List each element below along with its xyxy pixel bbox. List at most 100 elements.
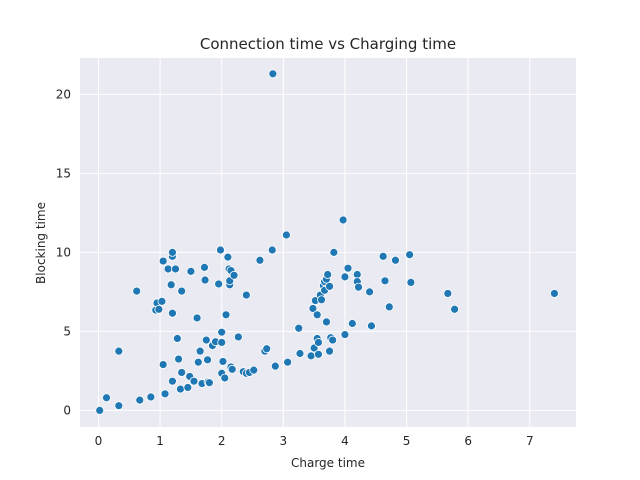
data-point — [306, 351, 316, 361]
data-point — [114, 401, 124, 411]
data-point — [282, 230, 291, 240]
x-tick-label: 0 — [95, 434, 103, 448]
data-point — [308, 304, 318, 313]
data-point — [203, 355, 212, 365]
x-tick-label: 1 — [156, 434, 164, 448]
data-point — [365, 287, 374, 297]
data-point — [154, 304, 164, 314]
data-point — [340, 272, 350, 282]
data-point — [201, 335, 211, 345]
data-point — [328, 335, 338, 345]
data-point — [183, 383, 193, 392]
x-tick-label: 2 — [218, 434, 226, 448]
data-point — [249, 365, 259, 375]
data-point — [325, 281, 334, 291]
data-point — [168, 308, 177, 318]
data-point — [262, 344, 272, 354]
data-point — [354, 282, 363, 292]
data-point — [391, 255, 400, 265]
data-point — [146, 392, 156, 402]
x-tick-label: 5 — [403, 434, 411, 448]
data-point — [283, 357, 293, 367]
x-axis-label: Charge time — [291, 456, 365, 470]
data-point — [216, 245, 225, 255]
data-point — [223, 252, 233, 262]
data-point — [338, 215, 348, 225]
data-point — [323, 270, 333, 279]
data-point — [295, 349, 305, 358]
y-tick-labels: 0 5 10 15 20 — [56, 87, 71, 417]
data-point — [255, 255, 265, 265]
data-point — [157, 296, 167, 306]
data-point — [135, 395, 145, 405]
data-point — [192, 313, 202, 323]
data-point — [450, 304, 460, 314]
data-point — [343, 263, 353, 273]
data-point — [317, 295, 326, 305]
x-tick-labels: 0 1 2 3 4 5 6 7 — [95, 434, 534, 448]
data-point — [227, 364, 237, 374]
data-point — [132, 286, 142, 296]
data-point — [314, 338, 323, 347]
data-point — [158, 256, 168, 266]
chart-title: Connection time vs Charging time — [200, 35, 456, 53]
data-point — [177, 286, 187, 296]
grid-lines — [80, 58, 576, 427]
data-point — [200, 275, 210, 285]
data-point — [340, 330, 350, 339]
y-tick-label: 15 — [56, 166, 71, 180]
data-point — [195, 346, 205, 356]
data-point — [214, 279, 224, 289]
y-tick-label: 5 — [63, 324, 71, 338]
data-point — [380, 276, 390, 286]
data-point — [174, 354, 183, 364]
data-point — [220, 373, 230, 383]
data-points — [95, 69, 559, 415]
data-point — [193, 357, 203, 367]
data-point — [160, 389, 170, 399]
data-point — [314, 349, 323, 359]
data-point — [378, 251, 388, 261]
data-point — [163, 264, 173, 274]
data-point — [217, 327, 227, 337]
data-point — [172, 334, 182, 343]
data-point — [405, 250, 415, 260]
x-tick-label: 6 — [464, 434, 472, 448]
data-point — [270, 361, 280, 371]
x-tick-label: 3 — [280, 434, 288, 448]
data-point — [171, 264, 180, 274]
data-point — [550, 289, 559, 298]
data-point — [200, 262, 209, 272]
data-point — [221, 310, 231, 320]
data-point — [177, 368, 187, 377]
data-point — [114, 346, 124, 356]
data-point — [204, 378, 214, 388]
data-point — [241, 290, 251, 300]
data-point — [186, 266, 196, 276]
data-point — [168, 376, 177, 386]
x-tick-label: 7 — [526, 434, 534, 448]
y-tick-label: 0 — [63, 403, 71, 417]
data-point — [218, 357, 228, 366]
data-point — [189, 376, 199, 386]
x-tick-label: 4 — [341, 434, 349, 448]
data-point — [95, 406, 105, 415]
data-point — [312, 310, 322, 320]
data-point — [158, 360, 168, 369]
data-point — [384, 302, 394, 312]
y-tick-label: 20 — [56, 87, 71, 101]
data-point — [294, 323, 304, 333]
data-point — [166, 280, 176, 290]
data-point — [443, 289, 453, 298]
data-point — [406, 278, 416, 287]
data-point — [217, 338, 227, 347]
data-point — [176, 384, 185, 394]
data-point — [325, 346, 334, 356]
data-point — [229, 270, 239, 280]
data-point — [268, 69, 278, 79]
data-point — [347, 319, 357, 328]
plot-area — [80, 58, 576, 427]
data-point — [233, 332, 243, 342]
data-point — [168, 247, 177, 257]
